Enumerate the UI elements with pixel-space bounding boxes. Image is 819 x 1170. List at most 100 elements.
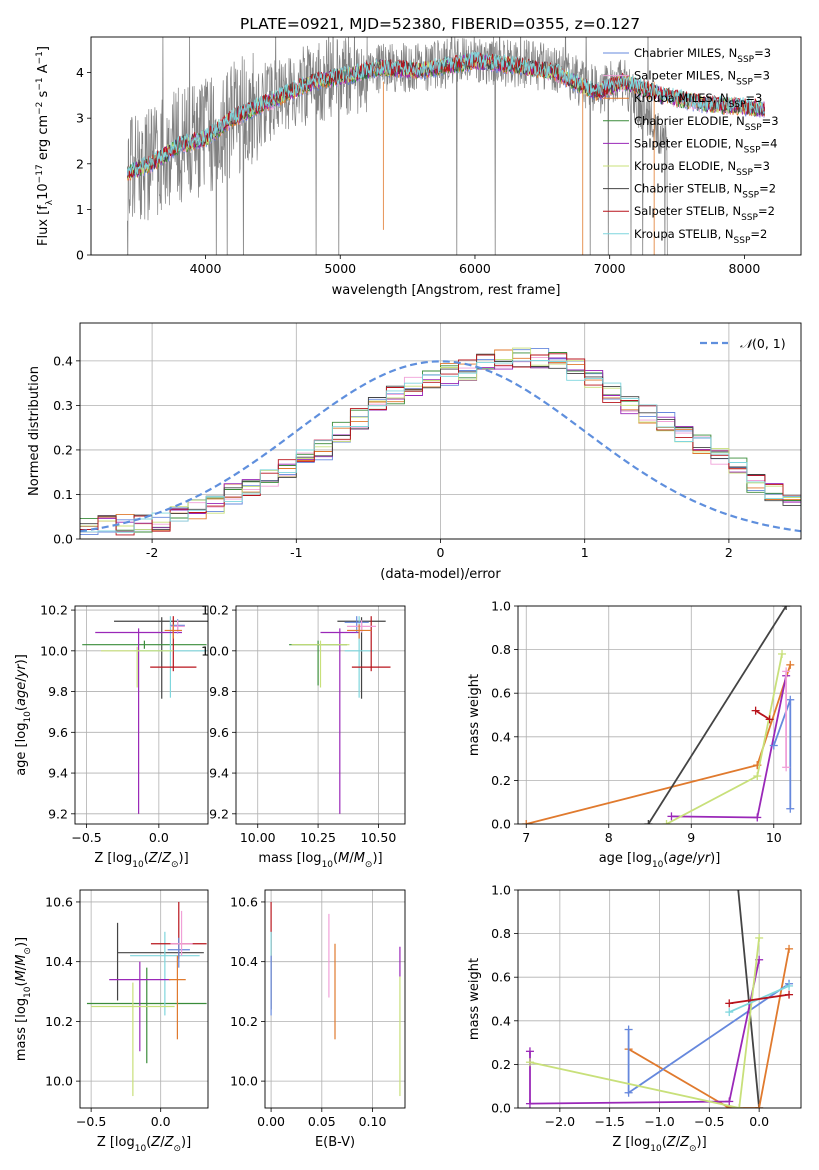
x-tick-label: 0.0 — [151, 1114, 171, 1129]
legend-entry: Salpeter ELODIE, NSSP=4 — [634, 136, 777, 155]
axes-mass_vs_Z: −0.5 0.0 10.0 10.2 10.4 10.6 — [45, 890, 208, 1129]
label-part: 10 — [132, 860, 144, 870]
x-tick-label: 10.50 — [361, 830, 397, 845]
weight-line-kroupa_elodie — [666, 653, 783, 824]
histogram-chabrier_elodie — [80, 352, 801, 533]
label-part: mass [log — [258, 851, 321, 866]
axes-mass_vs_ebv: 0.00 0.05 0.10 10.0 10.2 10.4 10.6 — [230, 890, 405, 1129]
label-part: SSP — [736, 168, 753, 178]
y-tick-label: 0.4 — [491, 729, 511, 744]
x-axis-label: (data-model)/error — [380, 567, 501, 582]
mass_vs_ebv-frame — [264, 889, 406, 1109]
label-part: −1 — [35, 77, 45, 90]
y-tick-label: 10.4 — [45, 954, 73, 969]
histogram-salpeter_stelib — [80, 353, 801, 536]
model-spectrum-salpeter_stelib — [127, 52, 765, 179]
label-part: Z — [161, 851, 172, 866]
histograms — [80, 347, 801, 536]
label-part: −2 — [35, 102, 45, 115]
x-tick-label: 0.00 — [257, 1114, 285, 1129]
errorbars-age_vs_Z — [82, 616, 208, 814]
x-tick-label: −1.5 — [594, 1114, 624, 1129]
y-tick-label: 1 — [76, 202, 84, 217]
label-part: =3 — [754, 46, 771, 60]
label-part: 10 — [23, 986, 33, 998]
legend-entry: Kroupa ELODIE, NSSP=3 — [634, 159, 770, 178]
label-part: / — [693, 851, 698, 866]
label-part: Chabrier STELIB, N — [634, 182, 742, 196]
x-tick-label: 0.0 — [749, 1114, 769, 1129]
label-part: Z — [148, 851, 159, 866]
x-tick-label: 0.05 — [308, 1114, 336, 1129]
label-part: Flux [f — [36, 205, 51, 246]
y-tick-label: 0.4 — [491, 1013, 511, 1028]
x-axis-label: mass [log10(M/M⊙)] — [258, 851, 382, 870]
label-part: 10 — [652, 860, 664, 870]
y-tick-label: 3 — [76, 111, 84, 126]
label-part: SSP — [741, 213, 758, 223]
label-part: SSP — [736, 78, 753, 88]
spectrum-lines — [127, 37, 765, 255]
label-part: / — [14, 677, 29, 682]
x-tick-label: 2 — [725, 545, 733, 560]
weight-line-salpeter_stelib — [729, 993, 790, 1005]
label-part: ( — [14, 706, 29, 711]
legend-entry: Salpeter STELIB, NSSP=2 — [634, 204, 775, 223]
errorbars-age_vs_mass — [289, 616, 391, 814]
label-part: ⊙ — [171, 860, 179, 870]
y-tick-label: 10.2 — [40, 603, 68, 618]
label-part: =4 — [761, 136, 778, 150]
y-tick-label: 0.6 — [491, 970, 511, 985]
label-part: Z — [164, 1135, 175, 1150]
label-part: / — [160, 1135, 165, 1150]
errorbars-mass_vs_Z — [86, 901, 207, 1097]
x-tick-label: -2 — [146, 545, 158, 560]
label-part: SSP — [742, 191, 759, 201]
label-part: )] — [179, 851, 189, 866]
label-part: −17 — [35, 164, 45, 183]
y-tick-label: 10.4 — [230, 954, 258, 969]
label-part: λ — [45, 199, 55, 205]
histogram-kroupa_stelib — [80, 360, 801, 533]
label-part: age — [14, 682, 29, 706]
label-part: ⊙ — [689, 1144, 697, 1154]
label-part: M — [338, 851, 349, 866]
label-part: −1 — [35, 51, 45, 64]
weight-line-kroupa_miles — [628, 948, 790, 1108]
label-part: / — [349, 851, 354, 866]
label-part: ⊙ — [173, 1144, 181, 1154]
y-tick-label: 10.6 — [45, 894, 73, 909]
y-tick-label: 0.6 — [491, 686, 511, 701]
y-tick-label: 9.6 — [209, 725, 229, 740]
y-axis-label: age [log10(age/yr)] — [14, 654, 33, 776]
x-tick-label: 10 — [766, 830, 782, 845]
y-tick-label: 1.0 — [491, 599, 511, 614]
x-tick-label: −0.5 — [76, 1114, 106, 1129]
y-tick-label: 10.2 — [45, 1014, 73, 1029]
label-part: =2 — [758, 204, 775, 218]
label-part: Chabrier MILES, N — [634, 46, 737, 60]
label-part: age — [668, 851, 692, 866]
y-tick-label: 0.0 — [491, 1101, 511, 1116]
weight_vs_Z-frame — [517, 889, 802, 1109]
x-tick-label: 4000 — [190, 261, 222, 276]
y-tick-label: 10.0 — [40, 643, 68, 658]
label-part: 10 — [135, 1144, 147, 1154]
label-part: yr — [14, 663, 29, 679]
weight-line-salpeter_stelib — [755, 709, 771, 721]
label-part: Salpeter MILES, N — [634, 69, 736, 83]
y-tick-label: 9.8 — [48, 684, 68, 699]
y-axis-label: mass [log10(M/M⊙)] — [14, 937, 33, 1061]
x-tick-label: 8 — [605, 830, 613, 845]
weight_vs_age-frame — [517, 605, 802, 825]
histogram-salpeter_elodie — [80, 357, 801, 529]
x-tick-label: −0.5 — [71, 830, 101, 845]
label-part: )] — [14, 937, 29, 947]
x-tick-label: 6000 — [459, 261, 491, 276]
label-part: M — [354, 851, 365, 866]
y-tick-label: 0.2 — [53, 442, 73, 457]
label-part: ( — [333, 851, 338, 866]
y-tick-label: 10.0 — [201, 643, 229, 658]
label-part: M — [14, 970, 29, 981]
y-tick-label: 0 — [76, 248, 84, 263]
